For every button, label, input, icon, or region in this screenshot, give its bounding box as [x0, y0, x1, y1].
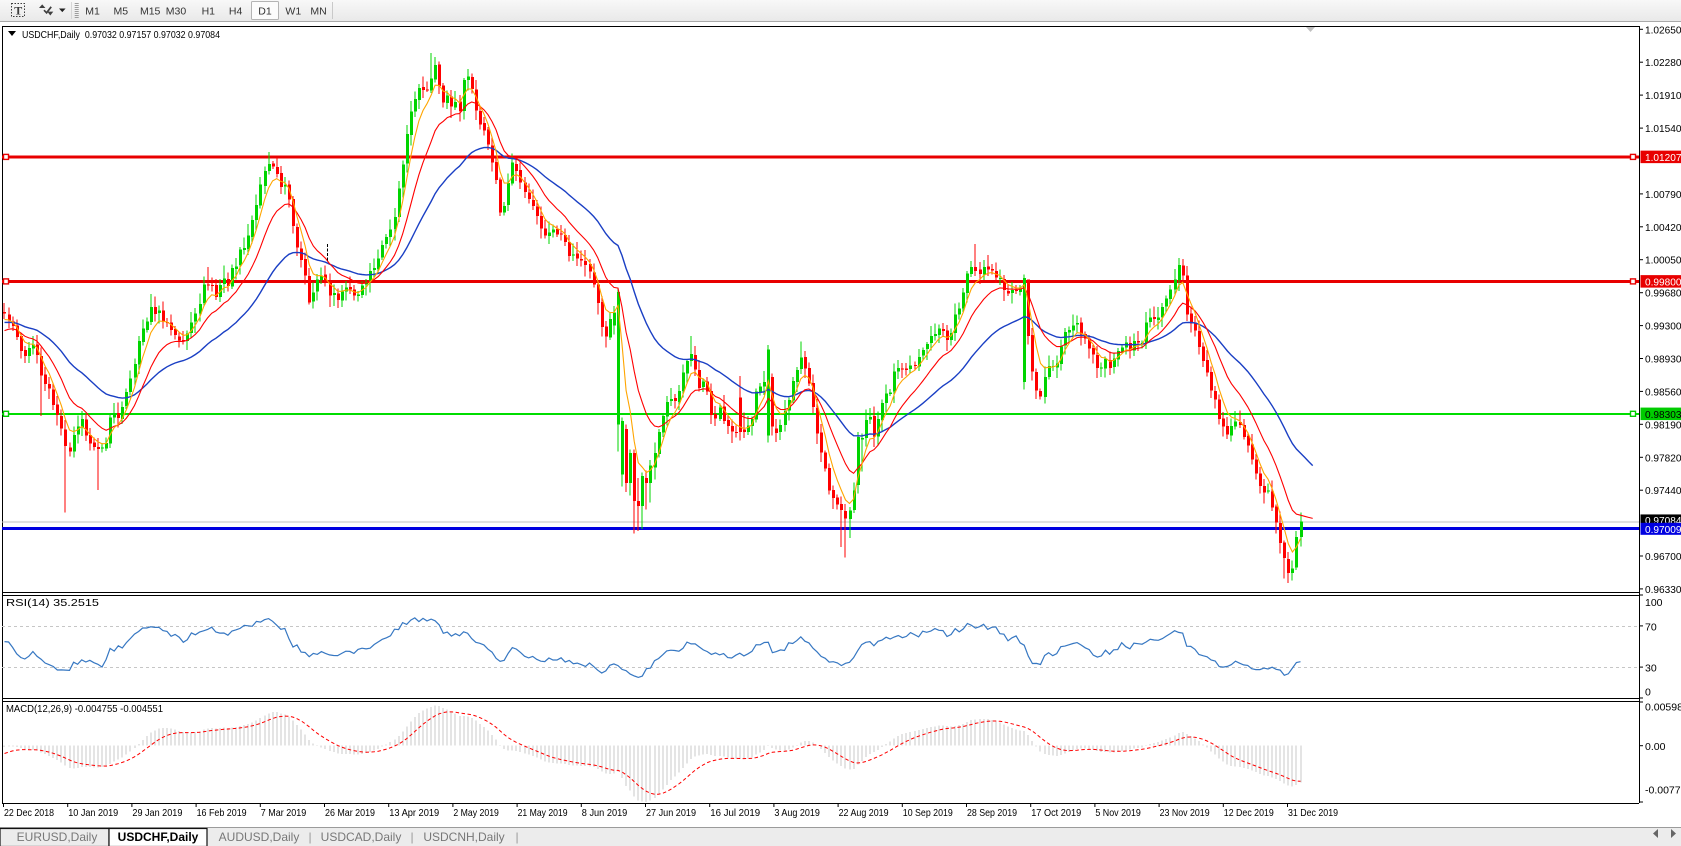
svg-text:-0.007732: -0.007732	[1645, 785, 1681, 797]
svg-text:MACD(12,26,9) -0.004755 -0.004: MACD(12,26,9) -0.004755 -0.004551	[6, 703, 163, 715]
svg-text:USDCHF,Daily: USDCHF,Daily	[118, 830, 199, 844]
svg-text:1.00050: 1.00050	[1645, 255, 1681, 267]
svg-text:|: |	[410, 830, 413, 844]
svg-text:2 May 2019: 2 May 2019	[453, 807, 499, 819]
svg-text:MN: MN	[310, 6, 326, 18]
svg-text:0.99800: 0.99800	[1645, 276, 1681, 288]
svg-text:M15: M15	[140, 6, 161, 18]
svg-text:T: T	[14, 4, 22, 18]
svg-text:0.97820: 0.97820	[1645, 452, 1681, 464]
svg-text:0.96700: 0.96700	[1645, 551, 1681, 563]
svg-text:M1: M1	[85, 6, 100, 18]
svg-text:W1: W1	[285, 6, 301, 18]
svg-text:30: 30	[1645, 663, 1657, 675]
svg-text:10 Jan 2019: 10 Jan 2019	[68, 807, 118, 819]
svg-text:0.98190: 0.98190	[1645, 419, 1681, 431]
svg-text:27 Jun 2019: 27 Jun 2019	[646, 807, 696, 819]
svg-text:16 Feb 2019: 16 Feb 2019	[197, 807, 247, 819]
svg-text:10 Sep 2019: 10 Sep 2019	[903, 807, 953, 819]
svg-text:21 May 2019: 21 May 2019	[518, 807, 568, 819]
svg-text:M5: M5	[114, 6, 129, 18]
svg-text:EURUSD,Daily: EURUSD,Daily	[17, 830, 98, 844]
svg-text:1.00420: 1.00420	[1645, 222, 1681, 234]
svg-text:1.02650: 1.02650	[1645, 24, 1681, 36]
svg-text:7 Mar 2019: 7 Mar 2019	[261, 807, 307, 819]
svg-text:|: |	[308, 830, 311, 844]
svg-text:RSI(14) 35.2515: RSI(14) 35.2515	[6, 597, 99, 609]
svg-text:22 Dec 2018: 22 Dec 2018	[4, 807, 54, 819]
svg-text:31 Dec 2019: 31 Dec 2019	[1288, 807, 1338, 819]
svg-text:0.99680: 0.99680	[1645, 288, 1681, 300]
svg-text:8 Jun 2019: 8 Jun 2019	[582, 807, 628, 819]
svg-text:28 Sep 2019: 28 Sep 2019	[967, 807, 1017, 819]
svg-text:26 Mar 2019: 26 Mar 2019	[325, 807, 375, 819]
svg-text:M30: M30	[166, 6, 187, 18]
svg-text:USDCAD,Daily: USDCAD,Daily	[321, 830, 402, 844]
svg-text:H4: H4	[229, 6, 243, 18]
svg-text:H1: H1	[202, 6, 216, 18]
svg-text:3 Aug 2019: 3 Aug 2019	[774, 807, 820, 819]
svg-text:13 Apr 2019: 13 Apr 2019	[389, 807, 439, 819]
svg-text:D1: D1	[258, 6, 272, 18]
svg-text:0.96330: 0.96330	[1645, 584, 1681, 596]
svg-text:0.98560: 0.98560	[1645, 386, 1681, 398]
svg-text:22 Aug 2019: 22 Aug 2019	[839, 807, 889, 819]
svg-text:0.00: 0.00	[1645, 741, 1666, 753]
svg-text:1.01207: 1.01207	[1645, 152, 1681, 164]
svg-text:0.99300: 0.99300	[1645, 321, 1681, 333]
svg-text:17 Oct 2019: 17 Oct 2019	[1031, 807, 1081, 819]
svg-text:5 Nov 2019: 5 Nov 2019	[1095, 807, 1141, 819]
svg-text:0.98930: 0.98930	[1645, 354, 1681, 366]
svg-text:12 Dec 2019: 12 Dec 2019	[1224, 807, 1274, 819]
svg-text:0.005986: 0.005986	[1645, 702, 1681, 714]
svg-text:0.97009: 0.97009	[1645, 524, 1681, 536]
svg-text:70: 70	[1645, 621, 1657, 633]
svg-text:0.97440: 0.97440	[1645, 485, 1681, 497]
svg-text:USDCHF,Daily 0.97032 0.97157: USDCHF,Daily 0.97032 0.97157 0.97032 0.9…	[22, 29, 220, 41]
svg-text:29 Jan 2019: 29 Jan 2019	[132, 807, 182, 819]
svg-text:1.01540: 1.01540	[1645, 123, 1681, 135]
svg-text:USDCNH,Daily: USDCNH,Daily	[423, 830, 504, 844]
svg-text:100: 100	[1645, 597, 1663, 609]
svg-text:16 Jul 2019: 16 Jul 2019	[710, 807, 760, 819]
svg-text:|: |	[515, 830, 518, 844]
svg-text:0: 0	[1645, 687, 1651, 699]
svg-text:23 Nov 2019: 23 Nov 2019	[1160, 807, 1210, 819]
svg-text:AUDUSD,Daily: AUDUSD,Daily	[219, 830, 300, 844]
svg-text:0.98303: 0.98303	[1645, 409, 1681, 421]
svg-text:1.01910: 1.01910	[1645, 90, 1681, 102]
svg-text:1.00790: 1.00790	[1645, 189, 1681, 201]
svg-text:1.02280: 1.02280	[1645, 57, 1681, 69]
